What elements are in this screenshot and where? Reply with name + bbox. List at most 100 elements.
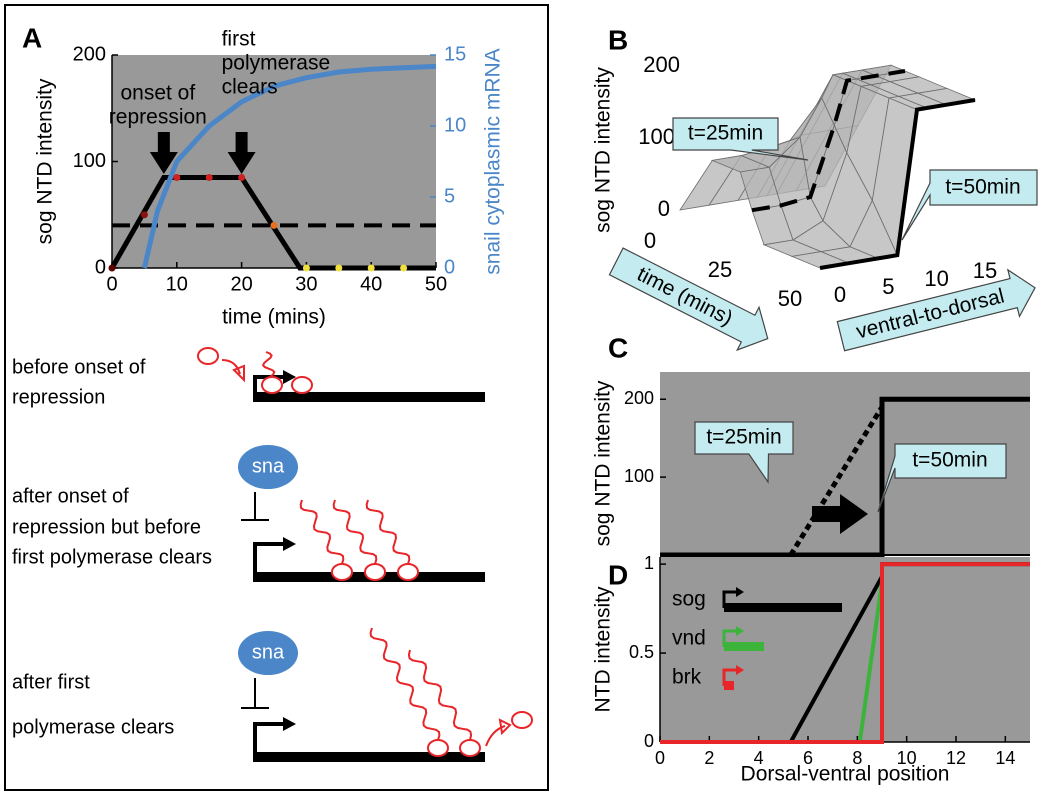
position-tick-label: 0 bbox=[834, 282, 846, 307]
gene-body bbox=[253, 752, 485, 762]
promoter bbox=[253, 542, 283, 577]
callout bbox=[672, 117, 809, 161]
y-axis-label: sog NTD intensity bbox=[592, 380, 615, 546]
polymerase bbox=[427, 739, 449, 757]
x-tick-label: 50 bbox=[425, 273, 447, 295]
diagram-label: repression bbox=[12, 386, 105, 408]
x-tick-label: 4 bbox=[754, 748, 764, 768]
y-axis-label: NTD intensity bbox=[592, 586, 615, 713]
y-tick-label: 0 bbox=[95, 256, 106, 278]
promoter-arrow bbox=[283, 537, 296, 551]
legend-gene bbox=[724, 642, 764, 651]
diagram-label: after first bbox=[12, 671, 90, 693]
transcripts bbox=[261, 351, 473, 741]
polymerase bbox=[511, 711, 533, 729]
highlight-profile bbox=[751, 69, 906, 213]
x-axis-label: Dorsal-ventral position bbox=[741, 763, 950, 786]
polymerase bbox=[331, 563, 353, 581]
repression-bar bbox=[241, 492, 269, 521]
annotation: clears bbox=[222, 76, 278, 99]
chart-C: 100 200 sog NTD intensity t=25min t=50min bbox=[592, 372, 1030, 558]
repressor-label: sna bbox=[252, 641, 285, 663]
chart-B: 0 100 200 0 25 50 0 5 10 15 sog NTD intensity time … bbox=[592, 52, 1038, 352]
time-tick-label: 25 bbox=[708, 257, 732, 282]
data-point bbox=[302, 264, 310, 272]
x-tick-label: 8 bbox=[852, 748, 862, 768]
transcript bbox=[332, 499, 378, 565]
series-line bbox=[857, 581, 884, 743]
x-tick-label: 40 bbox=[360, 273, 382, 295]
arrowhead bbox=[498, 718, 512, 736]
series-line bbox=[141, 63, 437, 269]
shift-arrow bbox=[812, 494, 868, 534]
highlight-profile bbox=[819, 98, 976, 270]
annotation-arrow bbox=[227, 132, 256, 174]
y2-tick-label: 5 bbox=[444, 185, 455, 207]
x-tick-label: 12 bbox=[946, 748, 966, 768]
data-point bbox=[205, 173, 213, 181]
panel-label: B bbox=[608, 24, 628, 55]
callout bbox=[877, 443, 1007, 513]
data-point bbox=[400, 264, 408, 272]
legend-gene bbox=[722, 590, 736, 608]
promoter bbox=[253, 722, 283, 757]
axis-arrow-shape bbox=[836, 268, 1036, 352]
x-tick-label: 0 bbox=[655, 748, 665, 768]
position-tick-label: 15 bbox=[973, 258, 997, 283]
y2-tick-label: 0 bbox=[444, 256, 455, 278]
callout-label: t=25min bbox=[688, 122, 763, 145]
legend-gene bbox=[736, 626, 744, 636]
panel-label: A bbox=[22, 22, 42, 53]
transcript bbox=[369, 627, 441, 741]
time-tick-label: 50 bbox=[778, 286, 802, 311]
polymerase bbox=[364, 563, 386, 581]
promoter-arrow bbox=[283, 717, 296, 731]
series-line bbox=[660, 562, 1030, 744]
z-tick-label: 200 bbox=[643, 52, 680, 77]
x-tick-label: 20 bbox=[230, 273, 252, 295]
x-tick-label: 2 bbox=[704, 748, 714, 768]
x-axis-label: time (mins) bbox=[222, 306, 326, 329]
repression-bar bbox=[241, 678, 269, 709]
panel-label: D bbox=[608, 559, 628, 590]
legend-gene bbox=[722, 629, 736, 647]
legend-label: vnd bbox=[672, 627, 706, 650]
y2-tick-label: 10 bbox=[444, 114, 466, 136]
panel-a-frame bbox=[4, 4, 549, 791]
position-tick-label: 5 bbox=[882, 274, 894, 299]
repressor-label: sna bbox=[252, 455, 285, 477]
x-tick-label: 30 bbox=[295, 273, 317, 295]
axis-arrow-shape bbox=[608, 247, 769, 352]
series-line bbox=[788, 405, 885, 557]
polymerase bbox=[197, 347, 219, 365]
transcript bbox=[407, 649, 473, 741]
diagram-label: first polymerase clears bbox=[12, 546, 212, 568]
callout-label: t=25min bbox=[706, 426, 781, 449]
y-tick-label: 200 bbox=[624, 388, 654, 408]
x-tick-label: 10 bbox=[897, 748, 917, 768]
y2-axis-label: snail cytoplasmic mRNA bbox=[482, 48, 505, 274]
diagram-text: before onset of repression after onset of r… bbox=[12, 356, 285, 738]
legend-label: brk bbox=[672, 666, 702, 689]
data-point bbox=[367, 264, 375, 272]
arrow bbox=[485, 725, 506, 747]
callout-label: t=50min bbox=[912, 449, 987, 472]
x-tick-label: 0 bbox=[106, 273, 117, 295]
axis-arrow: time (mins) bbox=[608, 247, 769, 352]
data-point bbox=[108, 264, 116, 272]
polymerase bbox=[291, 376, 313, 394]
y-tick-label: 100 bbox=[73, 150, 106, 172]
gene-body bbox=[253, 392, 485, 402]
repressor bbox=[238, 445, 298, 489]
legend-gene bbox=[722, 668, 736, 686]
y-tick-label: 200 bbox=[73, 43, 106, 65]
y2-tick-label: 15 bbox=[444, 43, 466, 65]
callout bbox=[901, 169, 1038, 241]
y-tick-label: 100 bbox=[624, 466, 654, 486]
y-tick-label: 0.5 bbox=[629, 642, 654, 662]
diagram-label: polymerase clears bbox=[12, 716, 174, 738]
position-tick-label: 10 bbox=[924, 266, 948, 291]
time-tick-label: 0 bbox=[644, 228, 656, 253]
